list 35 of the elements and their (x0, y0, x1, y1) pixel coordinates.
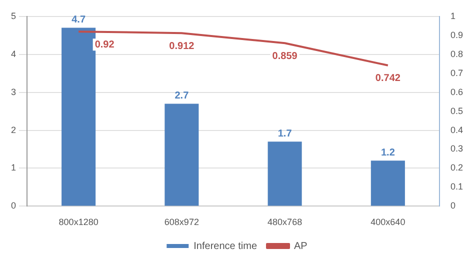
y2-tick-label: 0.6 (450, 86, 464, 97)
bar (370, 160, 405, 206)
y-tick-label: 5 (10, 10, 16, 21)
legend-label: Inference time (194, 240, 258, 252)
y2-tick-label: 0.9 (450, 30, 464, 40)
y2-tick-label: 0.8 (450, 48, 464, 59)
y2-tick-label: 1 (450, 10, 456, 21)
data-label: 2.7 (174, 90, 190, 102)
data-label: 0.912 (169, 40, 195, 52)
x-tick-label: 400x640 (370, 217, 406, 228)
x-tick-label: 800x1280 (58, 217, 98, 228)
y2-tick-label: 0.3 (450, 144, 464, 154)
bar (268, 142, 302, 206)
y-tick-label: 4 (10, 48, 16, 59)
data-label: 1.2 (380, 147, 396, 158)
y2-tick-label: 0.4 (450, 124, 464, 135)
legend-label: AP (294, 240, 308, 252)
bar (62, 28, 96, 206)
y-tick-label: 2 (10, 124, 16, 135)
x-tick-label: 480x768 (268, 217, 302, 228)
y2-tick-label: 0 (450, 200, 456, 211)
data-label: 1.7 (278, 128, 292, 140)
y-tick-label: 3 (10, 86, 16, 97)
data-label: 4.7 (72, 14, 86, 26)
data-label: 0.92 (94, 39, 115, 50)
data-label: 0.859 (272, 50, 298, 62)
y-tick-label: 0 (10, 200, 16, 211)
y2-tick-label: 0.2 (450, 162, 464, 173)
y2-tick-label: 0.5 (450, 106, 464, 116)
y2-tick-label: 0.7 (450, 68, 464, 78)
bar (164, 104, 199, 206)
y-tick-label: 1 (10, 162, 16, 173)
y2-tick-label: 0.1 (450, 182, 464, 192)
data-label: 0.742 (375, 73, 401, 84)
x-tick-label: 608x972 (164, 217, 199, 228)
